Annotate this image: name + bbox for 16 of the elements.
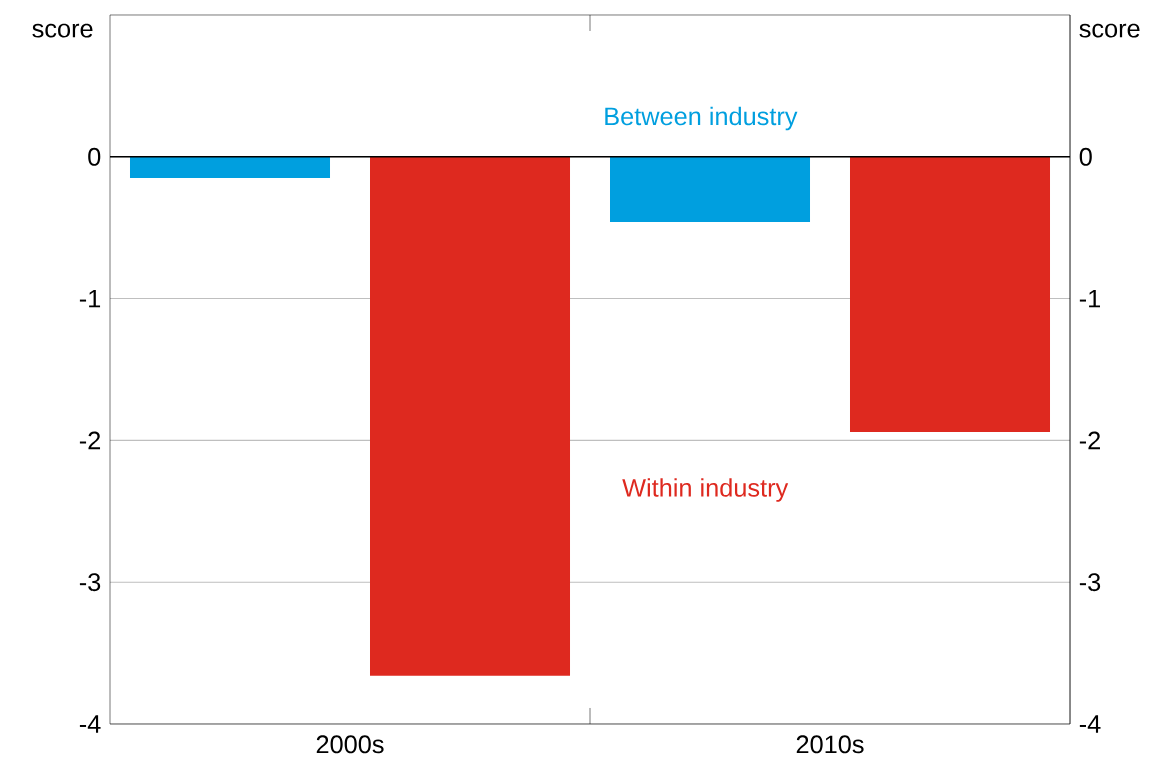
x-tick-label: 2010s bbox=[796, 735, 864, 754]
y2-tick-label: -4 bbox=[1079, 715, 1101, 733]
y-tick-label: -1 bbox=[79, 289, 101, 308]
y-tick-label: 0 bbox=[88, 147, 101, 166]
y-tick-label: -3 bbox=[79, 573, 101, 592]
y2-tick-label: -2 bbox=[1079, 431, 1100, 450]
y2-axis-title: score bbox=[1079, 23, 1140, 38]
series-label: Between industry bbox=[605, 106, 798, 131]
y2-tick-label: 0 bbox=[1079, 147, 1092, 166]
y2-tick-label: -3 bbox=[1079, 573, 1101, 592]
y2-tick-label: -1 bbox=[1079, 289, 1100, 308]
text: Within industry bbox=[622, 478, 789, 502]
y-tick-label: -4 bbox=[79, 715, 101, 733]
y-tick-label: -2 bbox=[79, 431, 101, 450]
x-tick-label: 2000s bbox=[316, 735, 384, 754]
y-axis-title: score bbox=[32, 23, 93, 38]
